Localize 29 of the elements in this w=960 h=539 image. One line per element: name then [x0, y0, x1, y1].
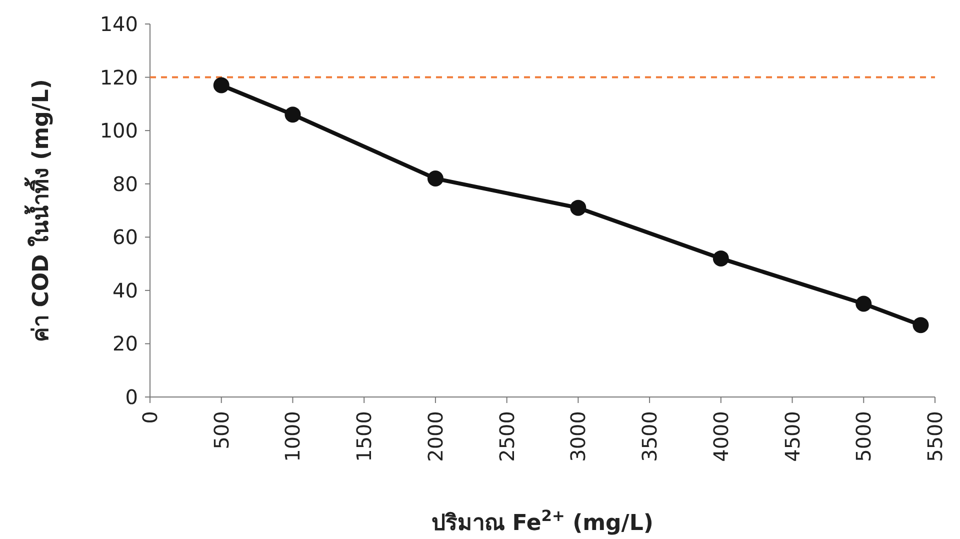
- x-tick-label: 2000: [423, 411, 448, 462]
- x-tick-label: 1500: [352, 411, 376, 462]
- x-tick-label: 0: [138, 411, 162, 424]
- y-tick-label: 60: [112, 225, 138, 250]
- x-tick-label: 3500: [638, 411, 662, 462]
- y-tick-label: 40: [112, 278, 138, 302]
- x-tick-label: 4000: [708, 411, 733, 462]
- y-tick-label: 140: [100, 12, 138, 36]
- point: [712, 250, 729, 266]
- x-tick-label: 2500: [494, 411, 519, 462]
- x-tick-label: 5500: [923, 411, 947, 462]
- point: [284, 106, 301, 123]
- y-tick-label: 100: [100, 118, 138, 143]
- point: [213, 77, 230, 94]
- point: [912, 317, 929, 334]
- point: [856, 296, 872, 312]
- point: [427, 170, 444, 187]
- x-axis-title: ปริมาณ Fe$^{2+}$ (mg/L): [432, 507, 654, 536]
- y-tick-label: 80: [112, 172, 138, 196]
- x-tick-label: 3000: [566, 411, 590, 462]
- point: [570, 200, 586, 216]
- y-axis-title: ค่า COD ในน้ำทิ้ง (mg/L): [24, 79, 54, 342]
- x-tick-label: 1000: [280, 411, 305, 462]
- y-tick-label: 0: [125, 385, 138, 409]
- x-tick-label: 4500: [780, 411, 804, 462]
- y-tick-label: 120: [100, 65, 138, 90]
- x-tick-label: 500: [209, 411, 234, 450]
- y-tick-label: 20: [112, 332, 138, 356]
- x-tick-label: 5000: [852, 411, 876, 462]
